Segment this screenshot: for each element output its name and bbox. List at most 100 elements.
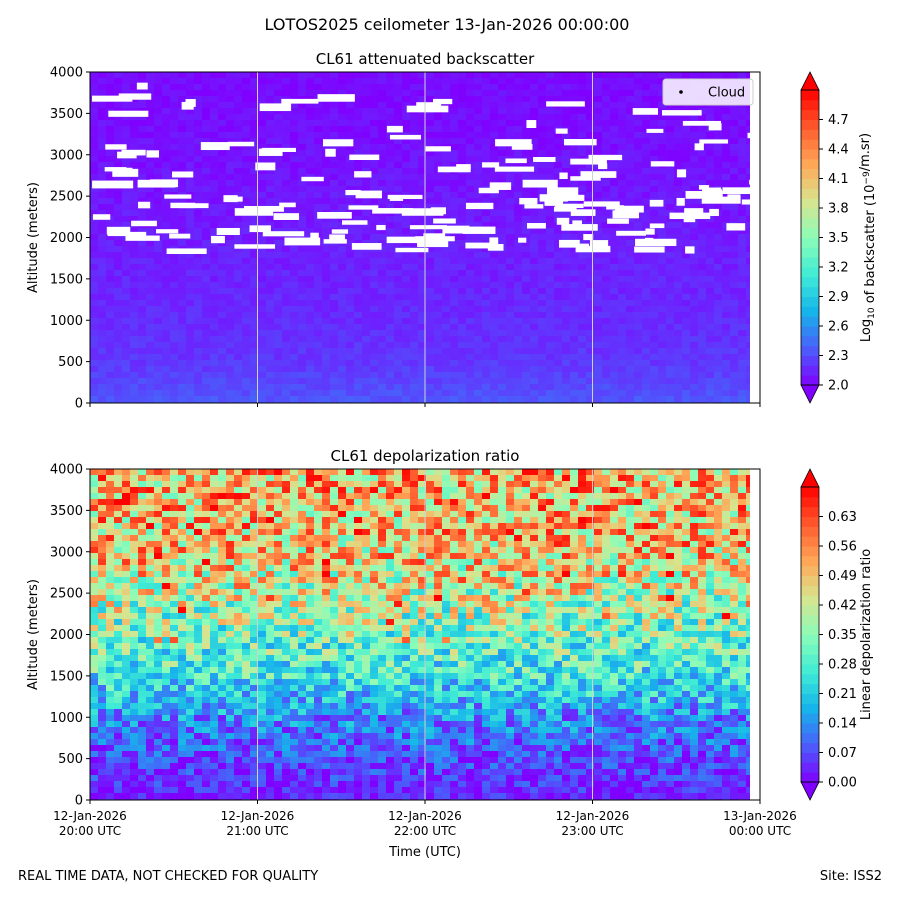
heatmap-cell	[626, 90, 635, 97]
heatmap-cell	[218, 138, 227, 145]
heatmap-cell	[138, 384, 147, 391]
heatmap-cell	[202, 240, 211, 247]
heatmap-cell	[578, 108, 587, 115]
heatmap-cell	[122, 378, 131, 385]
heatmap-cell	[738, 234, 747, 241]
heatmap-cell	[458, 114, 467, 121]
cloud-marker	[495, 139, 532, 147]
heatmap-cell	[530, 378, 539, 385]
heatmap-cell	[138, 186, 147, 193]
heatmap-cell	[106, 102, 115, 109]
heatmap-cell	[498, 264, 507, 271]
heatmap-cell	[586, 258, 595, 265]
heatmap-cell	[186, 240, 195, 247]
heatmap-cell	[114, 270, 123, 277]
heatmap-cell	[202, 120, 211, 127]
heatmap-cell	[90, 366, 99, 373]
heatmap-cell	[746, 156, 750, 163]
heatmap-cell	[194, 354, 203, 361]
heatmap-cell	[98, 342, 107, 349]
heatmap-cell	[194, 390, 203, 397]
y-tick-label: 500	[58, 355, 83, 370]
heatmap-cell	[194, 264, 203, 271]
heatmap-cell	[386, 360, 395, 367]
heatmap-cell	[146, 78, 155, 85]
colorbar-segment	[801, 90, 819, 101]
heatmap-cell	[546, 108, 555, 115]
heatmap-cell	[666, 378, 675, 385]
heatmap-cell	[746, 318, 750, 325]
heatmap-cell	[666, 72, 675, 79]
heatmap-cell	[402, 276, 411, 283]
heatmap-cell	[458, 150, 467, 157]
heatmap-cell	[554, 342, 563, 349]
heatmap-cell	[738, 324, 747, 331]
heatmap-cell	[170, 312, 179, 319]
heatmap-cell	[306, 372, 315, 379]
heatmap-cell	[90, 372, 99, 379]
heatmap-cell	[738, 120, 747, 127]
heatmap-cell	[522, 312, 531, 319]
heatmap-cell	[338, 180, 347, 187]
heatmap-cell	[578, 324, 587, 331]
cloud-marker	[389, 134, 421, 140]
heatmap-cell	[322, 126, 331, 133]
heatmap-cell	[546, 90, 555, 97]
heatmap-cell	[698, 228, 707, 235]
heatmap-cell	[234, 354, 243, 361]
heatmap-cell	[130, 312, 139, 319]
heatmap-cell	[642, 186, 651, 193]
heatmap-cell	[706, 246, 715, 253]
heatmap-cell	[338, 294, 347, 301]
heatmap-cell	[626, 330, 635, 337]
heatmap-cell	[298, 360, 307, 367]
heatmap-cell	[290, 330, 299, 337]
heatmap-cell	[426, 390, 435, 397]
heatmap-cell	[626, 270, 635, 277]
heatmap-cell	[282, 192, 291, 199]
heatmap-cell	[530, 258, 539, 265]
heatmap-cell	[386, 354, 395, 361]
heatmap-cell	[458, 246, 467, 253]
heatmap-cell	[154, 252, 163, 259]
heatmap-cell	[186, 132, 195, 139]
heatmap-cell	[506, 312, 515, 319]
heatmap-cell	[482, 132, 491, 139]
heatmap-cell	[178, 366, 187, 373]
heatmap-cell	[130, 186, 139, 193]
heatmap-cell	[410, 120, 419, 127]
heatmap-cell	[186, 378, 195, 385]
heatmap-cell	[418, 78, 427, 85]
heatmap-cell	[466, 282, 475, 289]
cloud-marker	[544, 198, 564, 206]
heatmap-cell	[746, 168, 750, 175]
heatmap-cell	[682, 336, 691, 343]
heatmap-cell	[522, 240, 531, 247]
heatmap-cell	[354, 228, 363, 235]
heatmap-cell	[666, 258, 675, 265]
heatmap-cell	[290, 180, 299, 187]
heatmap-cell	[330, 186, 339, 193]
heatmap-cell	[554, 294, 563, 301]
cloud-marker	[676, 197, 685, 206]
heatmap-cell	[626, 306, 635, 313]
heatmap-cell	[674, 120, 683, 127]
heatmap-cell	[354, 216, 363, 223]
heatmap-cell	[346, 84, 355, 91]
heatmap-cell	[514, 180, 523, 187]
heatmap-cell	[746, 192, 750, 199]
heatmap-cell	[210, 306, 219, 313]
heatmap-cell	[618, 384, 627, 391]
heatmap-cell	[666, 252, 675, 259]
heatmap-cell	[178, 144, 187, 151]
heatmap-cell	[474, 192, 483, 199]
heatmap-cell	[602, 469, 611, 476]
heatmap-cell	[418, 114, 427, 121]
heatmap-cell	[610, 384, 619, 391]
heatmap-cell	[162, 72, 171, 79]
heatmap-cell	[602, 138, 611, 145]
heatmap-cell	[714, 372, 723, 379]
heatmap-cell	[170, 210, 179, 217]
heatmap-cell	[490, 264, 499, 271]
heatmap-cell	[642, 396, 651, 403]
